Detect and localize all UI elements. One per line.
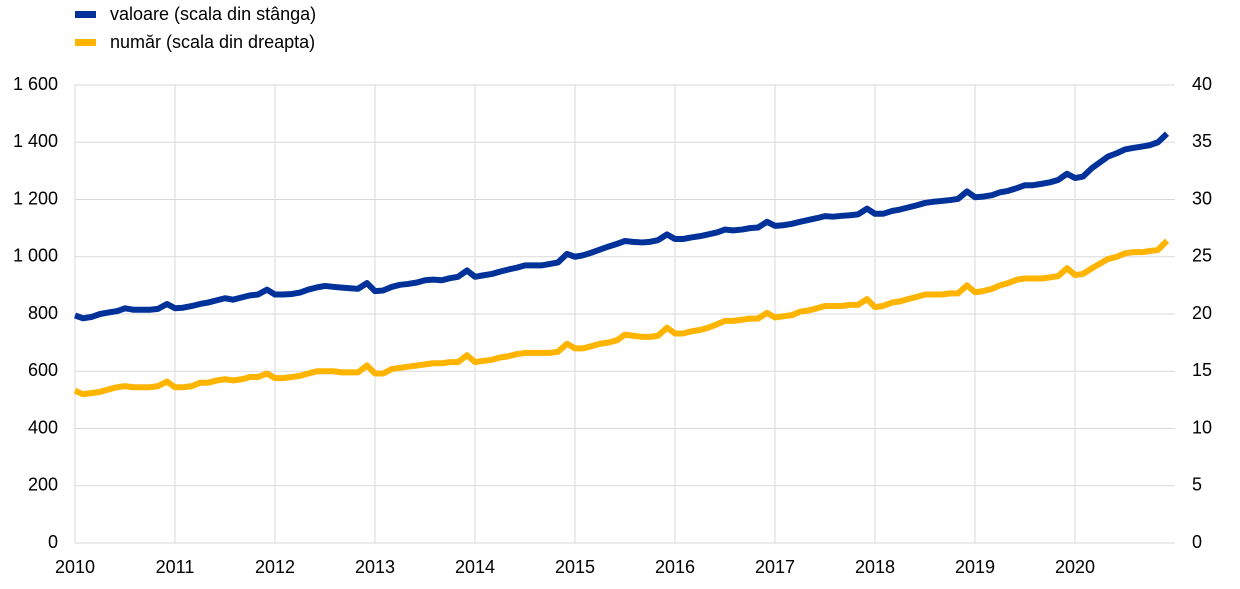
x-tick-label: 2017	[755, 557, 795, 577]
y-tick-label: 1 200	[13, 188, 58, 208]
y-tick-label: 1 600	[13, 74, 58, 94]
legend-label: număr (scala din dreapta)	[110, 32, 315, 52]
x-tick-label: 2015	[555, 557, 595, 577]
legend-label: valoare (scala din stânga)	[110, 4, 316, 24]
x-tick-label: 2010	[55, 557, 95, 577]
series-line	[73, 238, 1170, 398]
y-tick-label: 0	[48, 532, 58, 552]
y-tick-label: 200	[28, 475, 58, 495]
x-tick-label: 2011	[156, 557, 195, 577]
x-tick-label: 2019	[955, 557, 995, 577]
y-tick-label: 600	[28, 360, 58, 380]
y-tick-label: 1 000	[13, 246, 58, 266]
y2-tick-label: 35	[1192, 131, 1212, 151]
y-tick-label: 800	[28, 303, 58, 323]
y2-tick-label: 30	[1192, 188, 1212, 208]
y2-tick-label: 0	[1192, 532, 1202, 552]
y2-tick-label: 40	[1192, 74, 1212, 94]
y-tick-label: 400	[28, 417, 58, 437]
x-tick-label: 2018	[855, 557, 895, 577]
legend-swatch	[75, 39, 96, 46]
y2-tick-label: 5	[1192, 475, 1202, 495]
y2-tick-label: 15	[1192, 360, 1212, 380]
y2-tick-label: 20	[1192, 303, 1212, 323]
x-tick-label: 2012	[255, 557, 295, 577]
x-tick-label: 2016	[655, 557, 695, 577]
x-tick-label: 2014	[455, 557, 495, 577]
y2-tick-label: 25	[1192, 246, 1212, 266]
y-tick-label: 1 400	[13, 131, 58, 151]
y2-tick-label: 10	[1192, 417, 1212, 437]
x-tick-label: 2020	[1055, 557, 1095, 577]
x-tick-label: 2013	[355, 557, 395, 577]
legend-swatch	[75, 11, 96, 18]
series-line	[73, 131, 1170, 322]
